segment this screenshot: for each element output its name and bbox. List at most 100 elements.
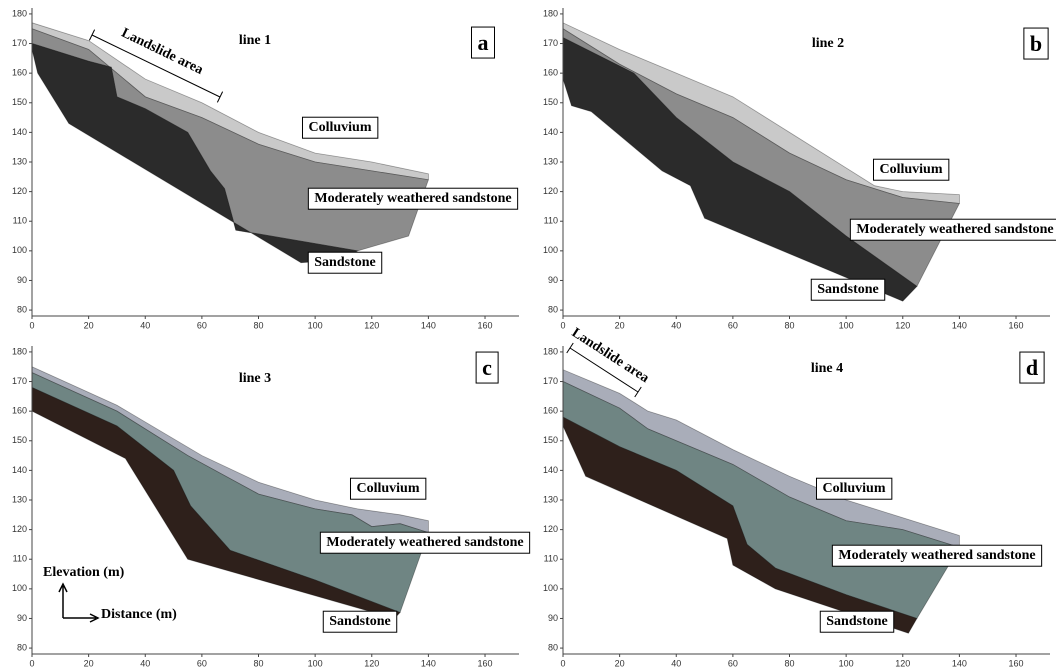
x-tick-label: 60 — [728, 658, 738, 667]
y-tick-label: 140 — [12, 465, 27, 475]
bracket-end — [89, 30, 94, 41]
x-tick-label: 0 — [29, 320, 34, 330]
layer-label: Moderately weathered sandstone — [838, 548, 1035, 563]
y-tick-label: 120 — [12, 186, 27, 196]
x-tick-label: 0 — [560, 658, 565, 667]
y-tick-label: 160 — [543, 68, 558, 78]
x-tick-label: 120 — [895, 320, 910, 330]
panel-title: line 2 — [812, 36, 844, 51]
x-tick-label: 100 — [308, 658, 323, 667]
y-tick-label: 110 — [13, 554, 27, 564]
x-tick-label: 20 — [615, 320, 625, 330]
y-tick-label: 110 — [13, 216, 27, 226]
panel-letter: d — [1026, 355, 1038, 380]
x-tick-label: 80 — [785, 320, 795, 330]
y-tick-label: 140 — [12, 127, 27, 137]
panel-letter: a — [478, 30, 489, 55]
x-tick-label: 140 — [421, 658, 436, 667]
x-tick-label: 160 — [1009, 320, 1024, 330]
x-tick-label: 140 — [421, 320, 436, 330]
panel-letter: c — [482, 355, 492, 380]
x-tick-label: 60 — [197, 658, 207, 667]
layer-label: Colluvium — [822, 481, 885, 496]
x-tick-label: 100 — [308, 320, 323, 330]
y-tick-label: 180 — [12, 8, 27, 18]
y-tick-label: 80 — [17, 304, 27, 314]
layer-label: Moderately weathered sandstone — [326, 535, 523, 550]
bracket-end — [217, 92, 222, 103]
y-tick-label: 110 — [544, 216, 558, 226]
panel-title: line 1 — [239, 33, 271, 48]
y-tick-label: 180 — [12, 346, 27, 356]
y-tick-label: 90 — [17, 613, 27, 623]
y-tick-label: 100 — [12, 583, 27, 593]
x-tick-label: 20 — [615, 658, 625, 667]
panel: 8090100110120130140150160170180020406080… — [543, 325, 1050, 667]
x-tick-label: 60 — [728, 320, 738, 330]
x-tick-label: 160 — [478, 320, 493, 330]
x-tick-label: 140 — [952, 658, 967, 667]
x-tick-label: 20 — [84, 658, 94, 667]
y-tick-label: 180 — [543, 8, 558, 18]
y-tick-label: 170 — [543, 376, 558, 386]
layer-label: Sandstone — [817, 282, 878, 297]
y-tick-label: 130 — [12, 156, 27, 166]
x-tick-label: 120 — [364, 658, 379, 667]
y-tick-label: 160 — [12, 406, 27, 416]
x-tick-label: 0 — [29, 658, 34, 667]
x-tick-label: 0 — [560, 320, 565, 330]
figure: 80 90 100 110 120 130 140 150 160 170 180 0 20 40 60 80… — [0, 0, 1056, 667]
y-tick-label: 150 — [543, 435, 558, 445]
y-tick-label: 80 — [17, 642, 27, 652]
x-tick-label: 40 — [140, 320, 150, 330]
y-tick-label: 100 — [12, 245, 27, 255]
annotation: Distance (m) — [101, 607, 177, 622]
y-tick-label: 120 — [12, 524, 27, 534]
x-tick-label: 100 — [839, 320, 854, 330]
x-tick-label: 40 — [671, 320, 681, 330]
y-tick-label: 100 — [543, 583, 558, 593]
bracket-end — [635, 387, 642, 397]
layer-label: Colluvium — [879, 162, 942, 177]
layer — [563, 38, 917, 302]
layer-label: Colluvium — [308, 120, 371, 135]
y-tick-label: 80 — [548, 642, 558, 652]
layer-label: Moderately weathered sandstone — [856, 222, 1053, 237]
x-tick-label: 160 — [478, 658, 493, 667]
x-tick-label: 80 — [785, 658, 795, 667]
y-tick-label: 90 — [548, 613, 558, 623]
layer-label: Sandstone — [314, 255, 375, 270]
y-tick-label: 110 — [544, 554, 558, 564]
layer-label: Moderately weathered sandstone — [314, 191, 511, 206]
x-tick-label: 80 — [254, 658, 264, 667]
layer — [563, 382, 959, 619]
x-tick-label: 120 — [364, 320, 379, 330]
y-tick-label: 80 — [548, 304, 558, 314]
y-tick-label: 90 — [17, 275, 27, 285]
y-tick-label: 100 — [543, 245, 558, 255]
y-tick-label: 90 — [548, 275, 558, 285]
panel-title: line 3 — [239, 371, 271, 386]
y-tick-label: 120 — [543, 186, 558, 196]
panel-title: line 4 — [811, 361, 843, 376]
x-tick-label: 140 — [952, 320, 967, 330]
y-tick-label: 130 — [12, 494, 27, 504]
y-tick-label: 150 — [12, 97, 27, 107]
y-tick-label: 180 — [543, 346, 558, 356]
y-tick-label: 140 — [543, 465, 558, 475]
x-tick-label: 20 — [84, 320, 94, 330]
x-tick-label: 100 — [839, 658, 854, 667]
x-tick-label: 120 — [895, 658, 910, 667]
layer-label: Sandstone — [826, 614, 887, 629]
y-tick-label: 150 — [12, 435, 27, 445]
y-tick-label: 130 — [543, 494, 558, 504]
x-tick-label: 80 — [254, 320, 264, 330]
y-tick-label: 170 — [12, 38, 27, 48]
y-tick-label: 160 — [543, 406, 558, 416]
y-tick-label: 170 — [12, 376, 27, 386]
axis-arrow — [59, 584, 98, 622]
y-tick-label: 130 — [543, 156, 558, 166]
x-tick-label: 160 — [1009, 658, 1024, 667]
